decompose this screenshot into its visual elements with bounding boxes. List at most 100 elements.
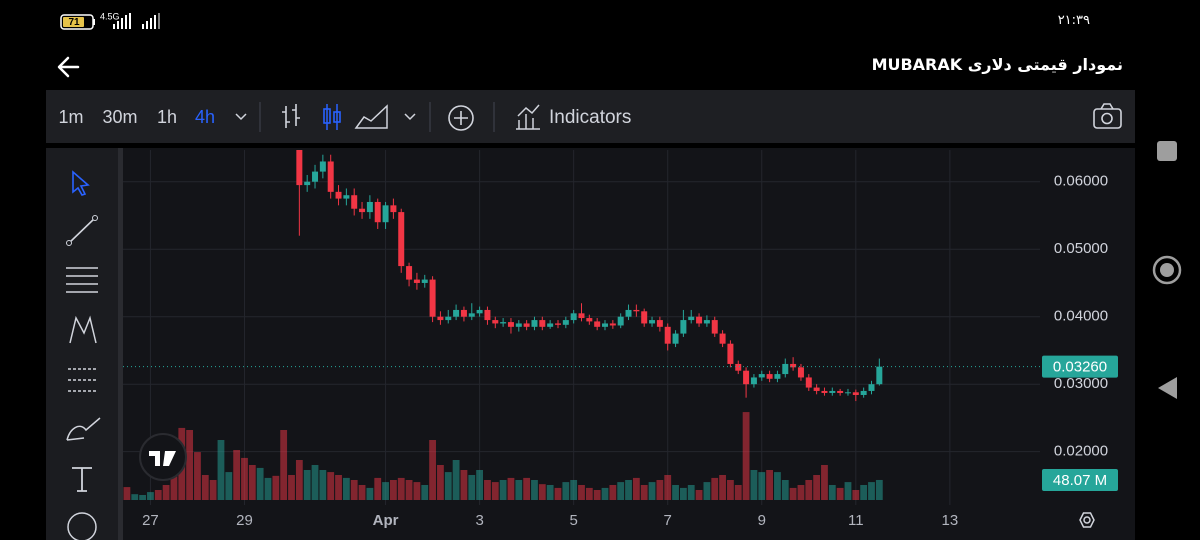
cursor-tool[interactable] bbox=[72, 170, 90, 196]
volume-bar bbox=[664, 475, 672, 500]
candle-body bbox=[312, 171, 319, 182]
indicators-button[interactable]: Indicators bbox=[549, 107, 631, 128]
candle-body bbox=[319, 161, 326, 172]
horizontal-lines-tool[interactable] bbox=[66, 267, 98, 293]
volume-bar bbox=[687, 485, 695, 500]
volume-bar bbox=[452, 460, 460, 500]
candle-body bbox=[790, 363, 797, 368]
chart-panel bbox=[46, 148, 1135, 540]
y-tick-label: 0.05000 bbox=[1054, 240, 1108, 257]
candle-body bbox=[586, 318, 593, 322]
interval-dropdown[interactable] bbox=[235, 113, 247, 121]
volume-bar bbox=[288, 475, 295, 500]
volume-bar bbox=[295, 460, 303, 500]
interval-button[interactable]: 4h bbox=[195, 107, 215, 127]
candle-body bbox=[719, 333, 726, 344]
candle-body bbox=[696, 316, 703, 324]
pattern-tool[interactable] bbox=[69, 315, 97, 344]
candle-body bbox=[680, 320, 687, 334]
recent-apps-button[interactable] bbox=[1157, 141, 1177, 161]
volume-bar bbox=[562, 482, 570, 500]
compare-plus bbox=[454, 111, 468, 125]
interval-button[interactable]: 1m bbox=[58, 107, 83, 127]
candle-body bbox=[766, 374, 773, 379]
candle-body bbox=[570, 313, 577, 321]
area-style-button[interactable] bbox=[354, 104, 388, 129]
bars-style-button[interactable] bbox=[282, 104, 300, 128]
candle-body bbox=[805, 377, 812, 388]
volume-bar bbox=[719, 475, 726, 500]
back-button[interactable] bbox=[57, 56, 80, 78]
screenshot-button[interactable] bbox=[1093, 108, 1122, 129]
home-button[interactable] bbox=[1152, 255, 1182, 285]
candle-body bbox=[602, 323, 609, 327]
interval-button[interactable]: 30m bbox=[102, 107, 137, 127]
indicators-icon[interactable] bbox=[516, 104, 540, 130]
candle-body bbox=[829, 390, 836, 393]
volume-bar bbox=[225, 472, 233, 500]
volume-bar bbox=[844, 482, 852, 500]
candle-body bbox=[554, 323, 561, 325]
compare-button[interactable] bbox=[448, 105, 474, 131]
candle-body bbox=[515, 323, 522, 327]
volume-bar bbox=[311, 465, 319, 500]
volume-bar bbox=[648, 482, 656, 500]
volume-bar bbox=[217, 440, 225, 500]
volume-bar bbox=[875, 479, 883, 500]
fib-tool[interactable] bbox=[68, 368, 98, 392]
volume-bar bbox=[319, 470, 327, 500]
volume-bar bbox=[147, 492, 154, 500]
candle-body bbox=[641, 311, 648, 324]
volume-bar bbox=[444, 472, 452, 500]
interval-button[interactable]: 1h bbox=[157, 107, 177, 127]
volume-bar bbox=[821, 465, 828, 500]
candle-body bbox=[688, 316, 695, 321]
candle-body bbox=[837, 390, 844, 393]
volume-bar bbox=[460, 470, 468, 500]
candles-style-button-2[interactable] bbox=[333, 111, 341, 123]
candle-body bbox=[703, 320, 710, 324]
candle-body bbox=[774, 374, 781, 379]
volume-bar bbox=[507, 477, 515, 500]
candle-body bbox=[343, 195, 350, 199]
volume-bar bbox=[186, 430, 194, 500]
volume-bar bbox=[374, 477, 382, 500]
volume-bar bbox=[194, 452, 201, 500]
x-tick-label: 7 bbox=[664, 512, 672, 529]
candle-body bbox=[507, 322, 514, 327]
volume-bar bbox=[656, 480, 664, 500]
candle-body bbox=[429, 279, 436, 317]
camera-top bbox=[1100, 103, 1114, 110]
network-type: 4.5G bbox=[100, 11, 120, 21]
candle-body bbox=[382, 205, 389, 223]
emoji-tool[interactable] bbox=[67, 512, 97, 540]
candles-style-button[interactable] bbox=[323, 108, 331, 124]
candle-body bbox=[852, 392, 859, 395]
trend-line-tool[interactable] bbox=[68, 217, 96, 244]
candle-body bbox=[413, 279, 420, 283]
candle-body bbox=[500, 322, 507, 324]
candle-body bbox=[390, 205, 397, 213]
back-nav-button[interactable] bbox=[1158, 377, 1177, 399]
brush-tool[interactable] bbox=[66, 417, 101, 441]
style-dropdown[interactable] bbox=[404, 113, 416, 121]
volume-bar bbox=[860, 485, 868, 500]
chart-settings-button[interactable] bbox=[1079, 512, 1095, 528]
candle-body bbox=[492, 320, 499, 324]
volume-bar bbox=[836, 487, 844, 500]
candle-body bbox=[453, 309, 460, 317]
volume-bar bbox=[123, 487, 131, 500]
volume-bar bbox=[499, 480, 507, 500]
panel-divider bbox=[118, 148, 123, 540]
toolbar-panel bbox=[46, 90, 1135, 143]
candle-body bbox=[374, 201, 381, 223]
volume-bar bbox=[672, 485, 679, 500]
candle-body bbox=[468, 313, 475, 317]
candle-body bbox=[531, 320, 538, 327]
text-tool[interactable] bbox=[72, 467, 92, 492]
logo bbox=[139, 433, 187, 481]
volume-bar bbox=[421, 485, 429, 500]
candle-body bbox=[672, 333, 679, 344]
